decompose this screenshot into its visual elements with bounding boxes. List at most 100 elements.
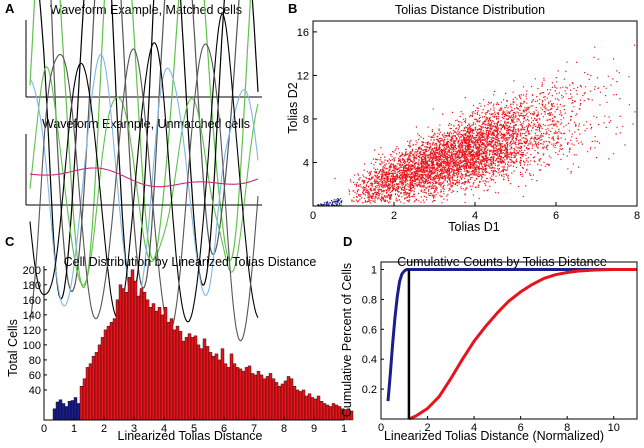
panel-c-bar xyxy=(55,401,60,421)
panel-c-bar xyxy=(229,353,234,421)
panel-b-ytick-label: 8 xyxy=(303,114,309,126)
panel-c-bar xyxy=(67,401,72,421)
panel-c-bar xyxy=(199,348,204,421)
panel-b-title: Tolias Distance Distribution xyxy=(395,3,545,17)
panel-c-bar xyxy=(322,403,327,421)
panel-b-xtick-label: 8 xyxy=(634,210,640,222)
panel-c-bar xyxy=(259,374,264,421)
panel-c-bar xyxy=(172,329,177,421)
panel-c-bar xyxy=(349,410,354,421)
panel-c-bar xyxy=(160,314,165,421)
panel-c-bar xyxy=(232,363,237,421)
panel-c-bar xyxy=(214,353,219,421)
panel-b-ticks: 0 2 4 6 8 4 8 12 16 xyxy=(297,27,640,222)
panel-c-bar xyxy=(313,398,318,421)
panel-c-xtick-label: 7 xyxy=(251,423,257,435)
panel-c-bar xyxy=(175,325,180,421)
panel-c-xtick-label: 5 xyxy=(191,423,197,435)
panel-c-xtick-label: 4 xyxy=(161,423,167,435)
panel-c-bar xyxy=(271,378,276,421)
panel-c-bar xyxy=(331,403,336,421)
panel-c-bar xyxy=(79,386,84,421)
panel-a2-waveforms xyxy=(29,13,259,342)
panel-c-ytick-label: 80 xyxy=(29,355,41,367)
panel-a2-wave-cyan xyxy=(29,53,259,307)
panel-b-ytick-label: 16 xyxy=(297,27,309,39)
panel-label-a: A xyxy=(5,1,15,16)
panel-c-bar xyxy=(58,399,63,421)
panel-c-bar xyxy=(145,299,150,421)
panel-b-points-unmatched xyxy=(334,44,638,204)
panel-c-bar xyxy=(121,288,126,421)
panel-c-bar xyxy=(91,355,96,421)
panel-c-bar xyxy=(184,337,189,421)
panel-c-xtick-label: 1 xyxy=(341,423,347,435)
panel-c-bar xyxy=(280,383,285,421)
panel-c-bar xyxy=(73,397,78,421)
panel-d-xtick-label: 6 xyxy=(518,422,524,434)
panel-c-bar xyxy=(142,292,147,421)
panel-label-d: D xyxy=(343,234,352,249)
panel-c-bar xyxy=(274,382,279,421)
panel-c-bar xyxy=(187,333,192,421)
panel-c-bar xyxy=(316,395,321,421)
panel-b: Tolias Distance Distribution Tolias D2 T… xyxy=(286,3,640,234)
panel-a-wave-black xyxy=(39,0,259,300)
panel-a2-wave-magenta xyxy=(29,167,259,188)
panel-c-bar xyxy=(286,376,291,421)
panel-c-bar xyxy=(268,373,273,421)
panel-label-c: C xyxy=(5,234,15,249)
panel-c-bar xyxy=(208,352,213,421)
panel-c-bar xyxy=(250,373,255,421)
panel-d-xlabel: Linearized Tolias Distance (Normalized) xyxy=(384,429,604,443)
panel-d-lines xyxy=(386,268,637,421)
panel-c-bar xyxy=(169,318,174,421)
panel-d-ytick-label: 0.8 xyxy=(362,294,377,306)
panel-a2-wave-green xyxy=(29,66,259,286)
panel-c-bar xyxy=(154,310,159,421)
panel-c-bar xyxy=(256,370,261,421)
panel-b-ylabel: Tolias D2 xyxy=(286,82,300,133)
panel-c-ytick-label: 180 xyxy=(23,280,41,292)
panel-c-bar xyxy=(109,322,114,421)
panel-b-xtick-label: 6 xyxy=(553,210,559,222)
panel-c-bar xyxy=(88,363,93,421)
panel-c-bar xyxy=(52,408,57,421)
panel-c-bar xyxy=(157,307,162,421)
panel-c-bar xyxy=(76,403,81,421)
panel-c-bar xyxy=(226,367,231,421)
panel-c-bar xyxy=(235,367,240,421)
panel-d-xtick-label: 8 xyxy=(564,422,570,434)
panel-c-title: Cell Distribution by Linearized Tolias D… xyxy=(64,255,317,269)
panel-c-xtick-label: 6 xyxy=(221,423,227,435)
panel-d-ticks: 0 2 4 6 8 10 0.2 0.4 0.6 0.8 1 xyxy=(362,264,620,434)
panel-c-bar xyxy=(292,386,297,421)
panel-d-ytick-label: 0.2 xyxy=(362,384,377,396)
panel-c-xtick-label: 9 xyxy=(311,423,317,435)
panel-c-bar xyxy=(205,346,210,421)
panel-a2-wave-black xyxy=(29,13,259,323)
panel-a-matched: Waveform Example, Matched cells xyxy=(25,0,262,300)
panel-c-bar xyxy=(217,359,222,421)
panel-c-bar xyxy=(82,378,87,421)
panel-c-bar xyxy=(262,378,267,421)
panel-d-xtick-label: 10 xyxy=(608,422,620,434)
panel-d-ytick-label: 0.4 xyxy=(362,354,377,366)
panel-c-bar xyxy=(325,404,330,421)
panel-c-xtick-label: 2 xyxy=(101,423,107,435)
panel-c-ytick-label: 200 xyxy=(23,265,41,277)
panel-c-bar xyxy=(136,295,141,421)
panel-b-xtick-label: 2 xyxy=(391,210,397,222)
panel-c-ytick-label: 140 xyxy=(23,310,41,322)
panel-c-bar xyxy=(220,348,225,421)
panel-c-bar xyxy=(295,389,300,421)
panel-d-xtick-label: 2 xyxy=(424,422,430,434)
panel-d-xtick-label: 0 xyxy=(378,422,384,434)
panel-c-bar xyxy=(163,307,168,421)
panel-c-bar xyxy=(241,370,246,421)
panel-c-ylabel: Total Cells xyxy=(6,319,20,377)
panel-c-bar xyxy=(85,367,90,421)
panel-c-ytick-label: 60 xyxy=(29,370,41,382)
panel-c-bar xyxy=(124,292,129,421)
